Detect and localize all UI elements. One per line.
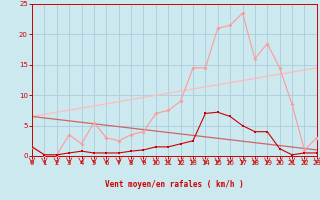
X-axis label: Vent moyen/en rafales ( km/h ): Vent moyen/en rafales ( km/h ) <box>105 180 244 189</box>
